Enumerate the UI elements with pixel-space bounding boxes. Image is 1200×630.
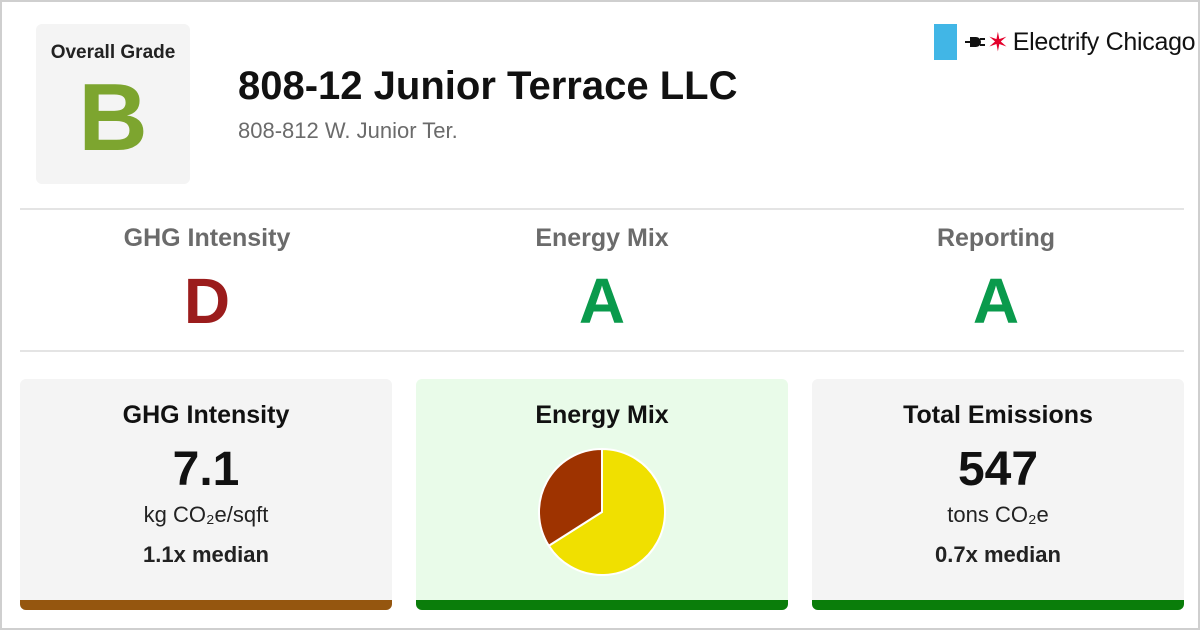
building-address: 808-812 W. Junior Ter. — [238, 118, 458, 143]
card-unit: kg CO₂e/sqft — [143, 502, 269, 527]
card-status-bar — [20, 600, 392, 610]
subgrade-label: Reporting — [936, 224, 1056, 252]
card-value: 7.1 — [172, 443, 240, 496]
energy-mix-pie-chart — [538, 447, 666, 576]
subgrade-letter: A — [578, 265, 626, 337]
subgrade-ghg-intensity: GHG Intensity D — [10, 224, 404, 333]
card-status-bar — [416, 600, 788, 610]
card-title: Total Emissions — [903, 401, 1093, 429]
plug-icon — [965, 37, 985, 47]
energy-mix-card: Energy Mix — [416, 379, 788, 610]
subgrade-label: GHG Intensity — [123, 224, 291, 252]
subgrade-letter: A — [972, 265, 1020, 337]
subgrade-energy-mix: Energy Mix A — [405, 224, 799, 333]
overall-grade-label: Overall Grade — [50, 42, 176, 63]
subgrade-letter: D — [183, 265, 231, 337]
card-title: Energy Mix — [535, 401, 669, 429]
total-emissions-card: Total Emissions 547 tons CO₂e 0.7x media… — [812, 379, 1184, 610]
card-median: 1.1x median — [143, 542, 269, 567]
divider-middle — [20, 350, 1184, 352]
card-unit: tons CO₂e — [947, 502, 1049, 527]
card-status-bar — [812, 600, 1184, 610]
overall-grade-letter: B — [78, 64, 148, 171]
logo-text: Electrify Chicago — [1012, 27, 1196, 56]
star-icon: ✶ — [987, 27, 1009, 57]
divider-top — [20, 208, 1184, 210]
pie-slice-1 — [547, 447, 666, 576]
subgrade-reporting: Reporting A — [799, 224, 1193, 333]
subgrade-label: Energy Mix — [535, 224, 669, 252]
card-median: 0.7x median — [935, 542, 1061, 567]
card-title: GHG Intensity — [122, 401, 290, 429]
building-name: 808-12 Junior Terrace LLC — [238, 64, 738, 108]
chicago-flag-stripe — [934, 24, 957, 60]
overall-grade-box: Overall Grade B — [36, 24, 190, 184]
card-value: 547 — [957, 443, 1039, 496]
ghg-intensity-card: GHG Intensity 7.1 kg CO₂e/sqft 1.1x medi… — [20, 379, 392, 610]
electrify-chicago-logo[interactable]: ✶ Electrify Chicago — [934, 24, 1196, 60]
pie-slice-2 — [538, 447, 603, 548]
